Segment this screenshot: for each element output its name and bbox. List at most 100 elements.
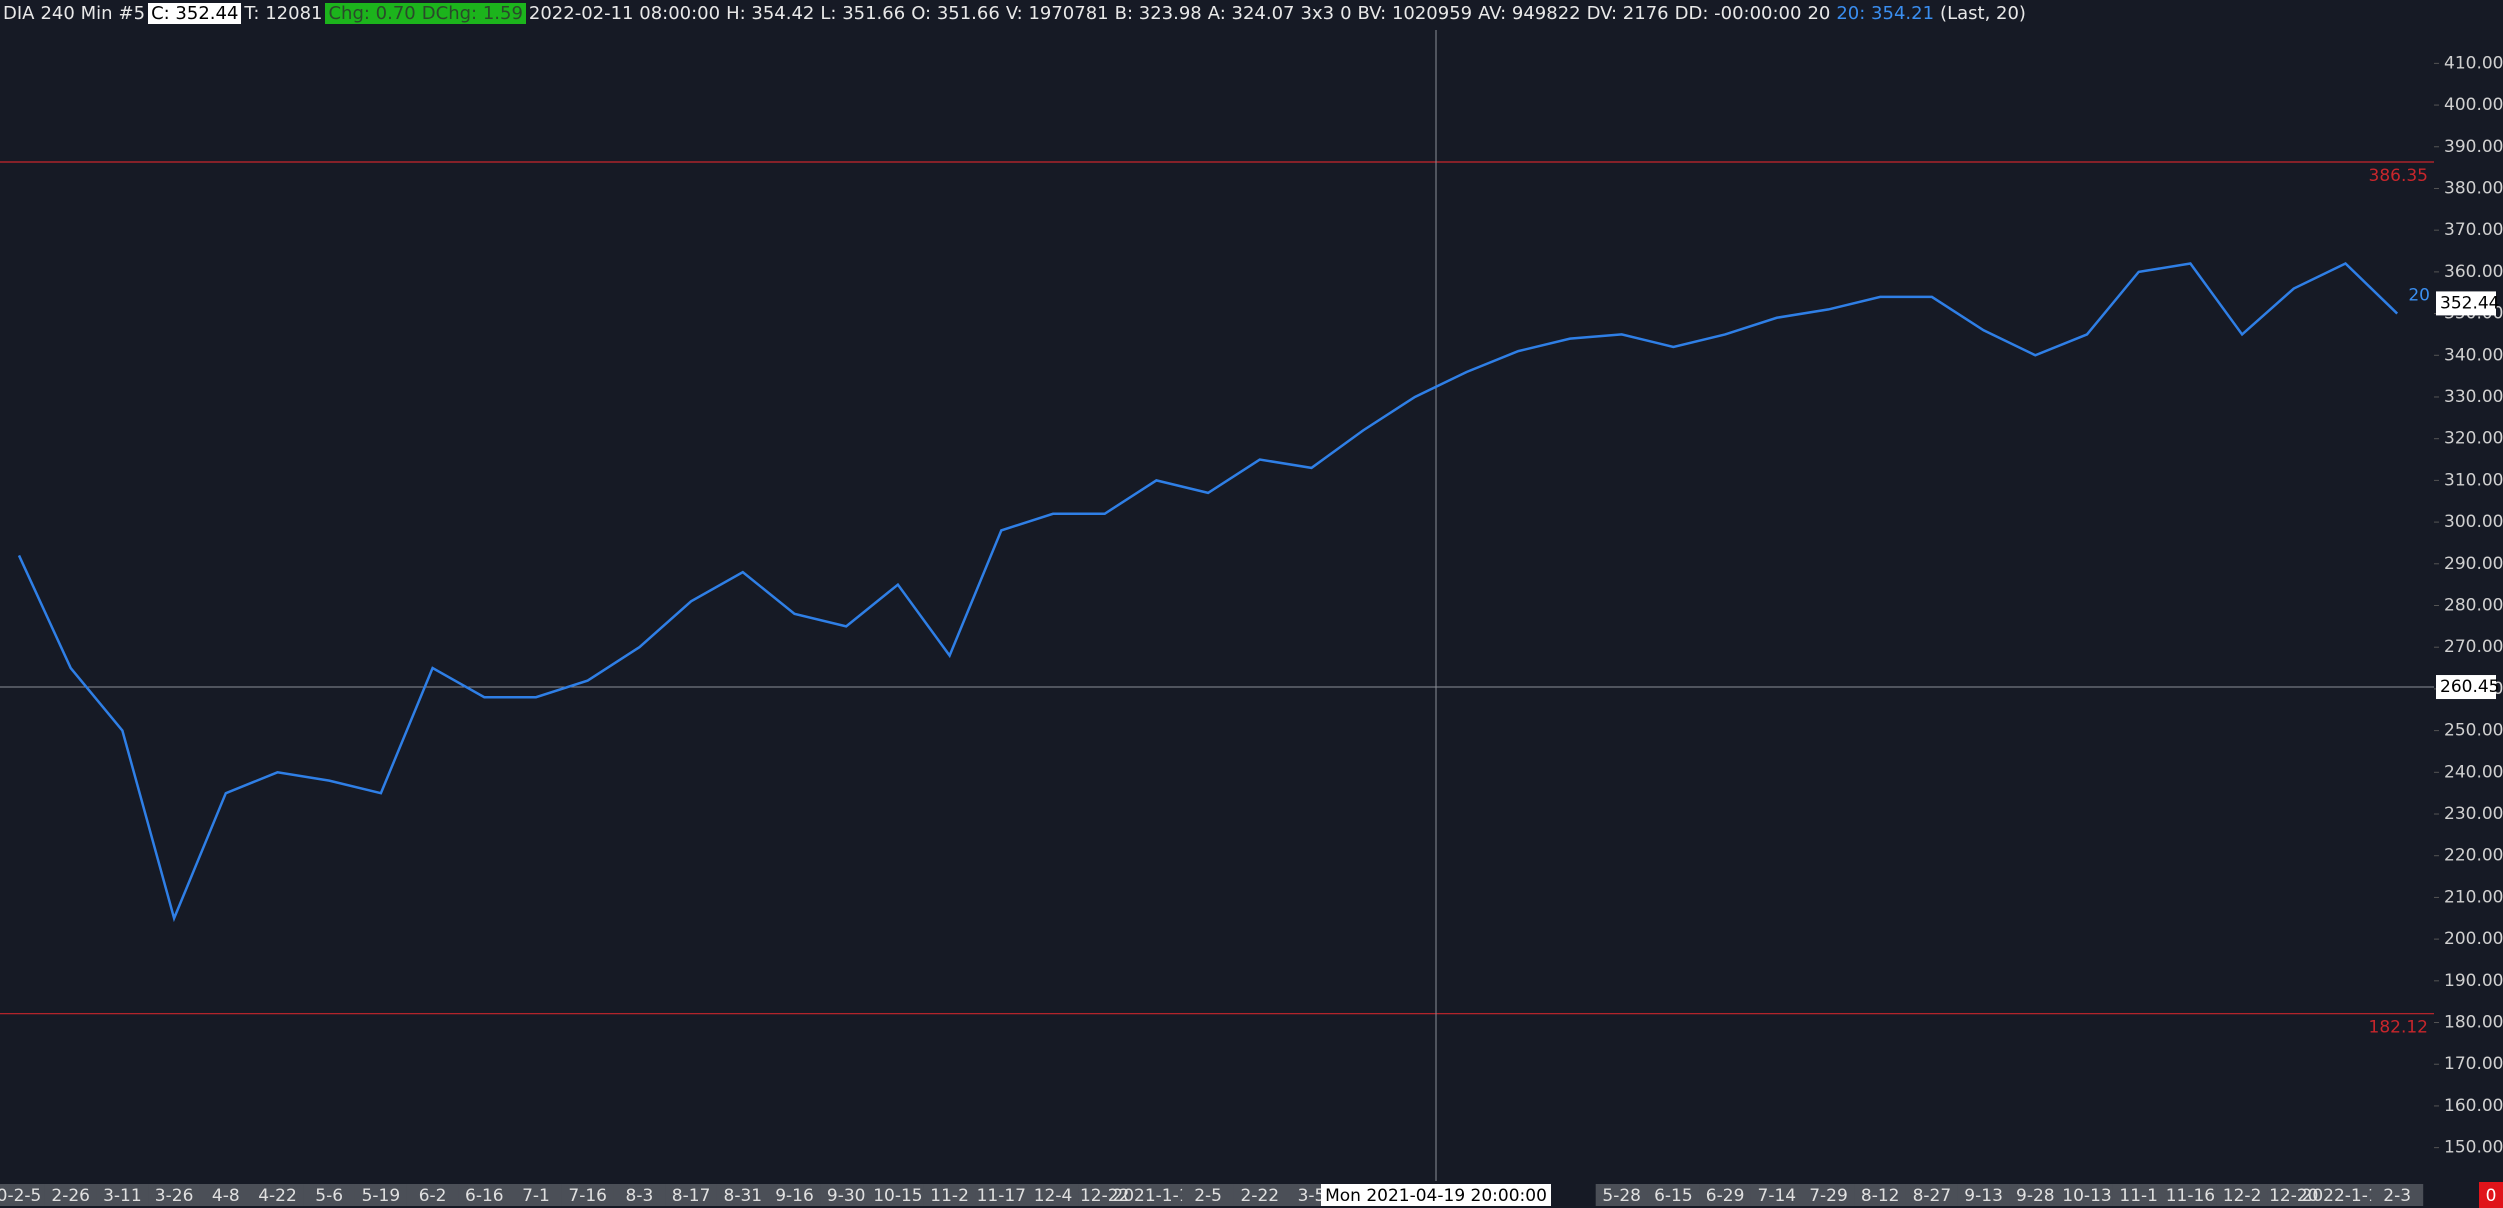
x-tick-label: 3-11 <box>103 1186 142 1206</box>
y-tick-label: 270.00 <box>2444 637 2503 657</box>
x-tick-box <box>1078 1184 1131 1206</box>
x-tick-label: 2022-1-12 <box>2302 1186 2390 1206</box>
field: O: 351.66 <box>911 3 1000 24</box>
y-tick-label: 180.00 <box>2444 1013 2503 1033</box>
x-tick-box <box>2112 1184 2165 1206</box>
y-tick-label: 190.00 <box>2444 971 2503 991</box>
x-tick-box <box>1854 1184 1907 1206</box>
x-tick-box <box>96 1184 149 1206</box>
x-tick-box <box>251 1184 304 1206</box>
plot-area <box>0 30 2434 1181</box>
x-tick-label: 7-14 <box>1758 1186 1797 1206</box>
field: C: 352.44 <box>148 3 242 24</box>
x-tick-box <box>1130 1184 1183 1206</box>
x-tick-box <box>2216 1184 2269 1206</box>
field: DChg: 1.59 <box>418 3 526 24</box>
x-tick-label: 5-19 <box>362 1186 401 1206</box>
last-value-box <box>2436 291 2496 316</box>
x-tick-box <box>871 1184 924 1206</box>
x-tick-box <box>303 1184 356 1206</box>
field: T: 12081 <box>244 3 323 24</box>
x-tick-label: 9-30 <box>827 1186 866 1206</box>
x-tick-label: 9-16 <box>775 1186 814 1206</box>
x-tick-label: 2-3 <box>2383 1186 2411 1206</box>
last-value-label: 352.44 <box>2440 293 2499 313</box>
field: Chg: 0.70 <box>325 3 419 24</box>
symbol: DIA <box>3 3 35 24</box>
x-tick-box <box>975 1184 1028 1206</box>
x-tick-label: 4-22 <box>258 1186 297 1206</box>
field: B: 323.98 <box>1114 3 1202 24</box>
corner-label: 0 <box>2486 1186 2497 1206</box>
x-tick-box <box>820 1184 873 1206</box>
crosshair-x-label: Mon 2021-04-19 20:00:00 <box>1325 1186 1547 1206</box>
x-tick-label: 7-29 <box>1809 1186 1848 1206</box>
y-tick-label: 320.00 <box>2444 429 2503 449</box>
x-tick-box <box>2164 1184 2217 1206</box>
x-tick-box <box>1182 1184 1235 1206</box>
price-line <box>17 262 2399 923</box>
y-tick-label: 160.00 <box>2444 1096 2503 1116</box>
x-tick-box <box>0 1184 45 1206</box>
header-bar: DIA 240 Min #5 C: 352.44 T: 12081 Chg: 0.70 DC… <box>0 0 2503 28</box>
y-tick-label: 360.00 <box>2444 262 2503 282</box>
x-tick-box <box>923 1184 976 1206</box>
field: 2022-02-11 08:00:00 <box>528 3 721 24</box>
field: DV: 2176 <box>1586 3 1669 24</box>
x-tick-label: 11-1 <box>2119 1186 2158 1206</box>
x-tick-label: 11-17 <box>977 1186 1026 1206</box>
crosshair-y-box <box>2436 675 2496 700</box>
x-tick-label: 9-28 <box>2016 1186 2055 1206</box>
x-tick-box <box>2267 1184 2320 1206</box>
corner-box <box>2479 1182 2503 1208</box>
field: 20 <box>1807 3 1831 24</box>
y-tick-label: 400.00 <box>2444 95 2503 115</box>
crosshair-y-label: 260.45 <box>2440 677 2499 697</box>
reference-label: 386.35 <box>2369 166 2428 186</box>
x-tick-label: 6-2 <box>419 1186 447 1206</box>
y-tick-label: 330.00 <box>2444 387 2503 407</box>
x-tick-box <box>2371 1184 2424 1206</box>
x-tick-label: 0-2-5 <box>0 1186 41 1206</box>
x-tick-label: 4-8 <box>212 1186 240 1206</box>
x-tick-label: 2-22 <box>1241 1186 1280 1206</box>
field: #5 <box>118 3 146 24</box>
y-tick-label: 200.00 <box>2444 929 2503 949</box>
x-tick-label: 8-31 <box>724 1186 763 1206</box>
reference-label: 182.12 <box>2369 1018 2428 1038</box>
x-tick-box <box>148 1184 201 1206</box>
x-tick-label: 10-15 <box>873 1186 922 1206</box>
y-tick-label: 390.00 <box>2444 137 2503 157</box>
y-tick-label: 410.00 <box>2444 53 2503 73</box>
y-tick-label: 170.00 <box>2444 1054 2503 1074</box>
x-tick-box <box>1233 1184 1286 1206</box>
crosshair-x-box <box>1321 1184 1551 1206</box>
field: DD: -00:00:00 <box>1674 3 1802 24</box>
y-tick-label: 290.00 <box>2444 554 2503 574</box>
y-tick-label: 250.00 <box>2444 721 2503 741</box>
interval: 240 Min <box>40 3 113 24</box>
y-tick-label: 210.00 <box>2444 887 2503 907</box>
x-tick-box <box>199 1184 252 1206</box>
x-tick-label: 12-4 <box>1034 1186 1073 1206</box>
x-tick-label: 2-26 <box>51 1186 90 1206</box>
x-tick-box <box>354 1184 407 1206</box>
x-tick-box <box>613 1184 666 1206</box>
x-tick-box <box>1802 1184 1855 1206</box>
y-tick-label: 150.00 <box>2444 1138 2503 1158</box>
x-tick-label: 8-3 <box>626 1186 654 1206</box>
x-tick-label: 3-5 <box>1298 1186 1326 1206</box>
field: 3x3 <box>1300 3 1335 24</box>
x-tick-box <box>716 1184 769 1206</box>
x-tick-label: 3-26 <box>155 1186 194 1206</box>
x-tick-box <box>510 1184 562 1206</box>
x-tick-box <box>768 1184 821 1206</box>
x-tick-label: 11-2 <box>930 1186 969 1206</box>
field: V: 1970781 <box>1005 3 1109 24</box>
x-tick-label: 10-13 <box>2062 1186 2111 1206</box>
x-tick-box <box>561 1184 614 1206</box>
field: 20: 354.21 <box>1836 3 1935 24</box>
field: 0 <box>1340 3 1352 24</box>
x-tick-label: 6-15 <box>1654 1186 1693 1206</box>
